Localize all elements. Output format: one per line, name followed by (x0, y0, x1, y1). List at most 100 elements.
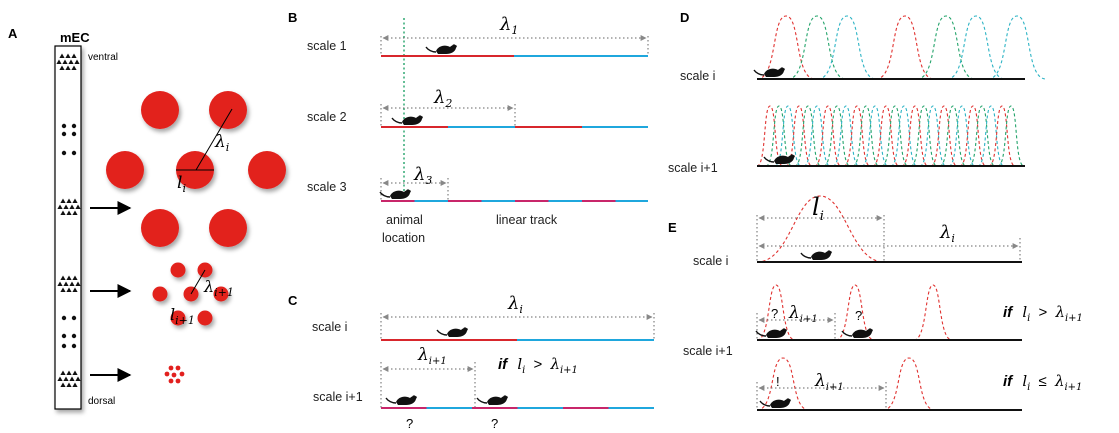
scale-i1-label-e: scale i+1 (683, 344, 733, 358)
grid-cell-triangle (63, 204, 69, 209)
place-field (946, 15, 1006, 80)
place-field (890, 105, 918, 167)
grid-cell-triangle (72, 210, 78, 215)
grid-cell-triangle (72, 198, 78, 203)
place-field (765, 105, 793, 167)
grid-cell-triangle (60, 198, 66, 203)
place-field (785, 105, 813, 167)
rat-icon (753, 66, 786, 78)
panel-e-label: E (668, 220, 677, 235)
grid-cell-triangle (56, 59, 62, 64)
grid-cell-triangle (71, 53, 77, 58)
l-i-label: li (177, 173, 186, 195)
place-field (861, 105, 889, 167)
grid-cell-triangle (66, 198, 72, 203)
animal-location-label-2: location (382, 231, 425, 245)
grid-cell-triangle (69, 204, 75, 209)
scale-i1-label: scale i+1 (313, 390, 363, 404)
dot-cell (61, 343, 67, 349)
grid-cell-triangle (75, 204, 81, 209)
place-field (930, 105, 958, 167)
panel-a-label: A (8, 26, 18, 41)
question-mark: ? (855, 308, 862, 323)
dot-cell (71, 150, 77, 156)
mec-label: mEC (60, 30, 90, 45)
place-field (910, 105, 938, 167)
place-field (756, 105, 784, 167)
rat-icon (800, 249, 833, 261)
grid-cell-triangle (65, 65, 71, 70)
rat-icon (379, 188, 412, 200)
lambda-3-label: λ3 (413, 164, 432, 187)
grid-cell-triangle (68, 59, 74, 64)
grid-cell-triangle (69, 281, 75, 286)
grid-cell-triangle (65, 53, 71, 58)
grid-cell-triangle (60, 382, 66, 387)
panel-b-label: B (288, 10, 297, 25)
scale-i-label: scale i (312, 320, 347, 334)
dot-cell (61, 123, 67, 129)
place-field (901, 105, 929, 167)
place-field (875, 15, 935, 80)
dot-cell (61, 315, 67, 321)
place-field (787, 15, 847, 80)
grid-cell-triangle (75, 281, 81, 286)
question-mark: ? (491, 416, 498, 431)
rat-icon (763, 153, 796, 165)
place-field (939, 105, 967, 167)
grid-cell-triangle (69, 376, 75, 381)
lambda-i-label: λi (214, 132, 229, 154)
panel-c-label: C (288, 293, 298, 308)
lambda-i-label-e: λi (939, 222, 955, 245)
grid-cell-triangle (57, 376, 63, 381)
exclaim-mark: ! (776, 374, 780, 389)
place-field (774, 105, 802, 167)
grid-field-large (106, 91, 286, 247)
grid-cell-triangle (72, 370, 78, 375)
grid-field-small (164, 365, 185, 384)
grid-cell-triangle (66, 275, 72, 280)
lambda-i1-line (190, 269, 206, 295)
grid-cell-triangle (75, 376, 81, 381)
question-mark: ? (771, 306, 778, 321)
ventral-label: ventral (88, 52, 118, 63)
place-field (997, 105, 1025, 167)
l-i-label-e: li (812, 193, 824, 224)
place-field (872, 105, 900, 167)
place-field (832, 105, 860, 167)
grid-cell-triangle (63, 281, 69, 286)
place-field (977, 105, 1005, 167)
dot-cell (61, 333, 67, 339)
dot-cell (71, 333, 77, 339)
grid-cells-ventral (56, 53, 80, 70)
grid-cell-triangle (66, 382, 72, 387)
l-i1-label: li+1 (170, 305, 195, 327)
lambda-i1-label-e2: λi+1 (814, 371, 844, 393)
lambda-1-label: λ1 (499, 14, 518, 37)
grid-cell-triangle (62, 59, 68, 64)
condition-e-gt: if li > λi+1 (1003, 303, 1083, 325)
place-field (843, 105, 871, 167)
place-field (756, 15, 816, 80)
grid-cell-triangle (60, 370, 66, 375)
lambda-i1-label: λi+1 (203, 277, 234, 299)
place-field (919, 105, 947, 167)
grid-cell-triangle (60, 275, 66, 280)
grid-cell-triangle (60, 210, 66, 215)
grid-cell-triangle (59, 53, 65, 58)
grid-cell-triangle (72, 382, 78, 387)
grid-cell-triangle (66, 210, 72, 215)
mec-strip (54, 45, 82, 410)
grid-cell-triangle (57, 281, 63, 286)
lambda-i-line (195, 108, 233, 171)
panel-d-label: D (680, 10, 689, 25)
place-field (959, 105, 987, 167)
place-field (852, 105, 880, 167)
condition-c: if li > λi+1 (498, 355, 578, 377)
grid-cells-lower (57, 275, 81, 292)
rat-icon (476, 394, 509, 406)
place-field (916, 15, 976, 80)
grid-cell-triangle (72, 287, 78, 292)
place-field (823, 105, 851, 167)
